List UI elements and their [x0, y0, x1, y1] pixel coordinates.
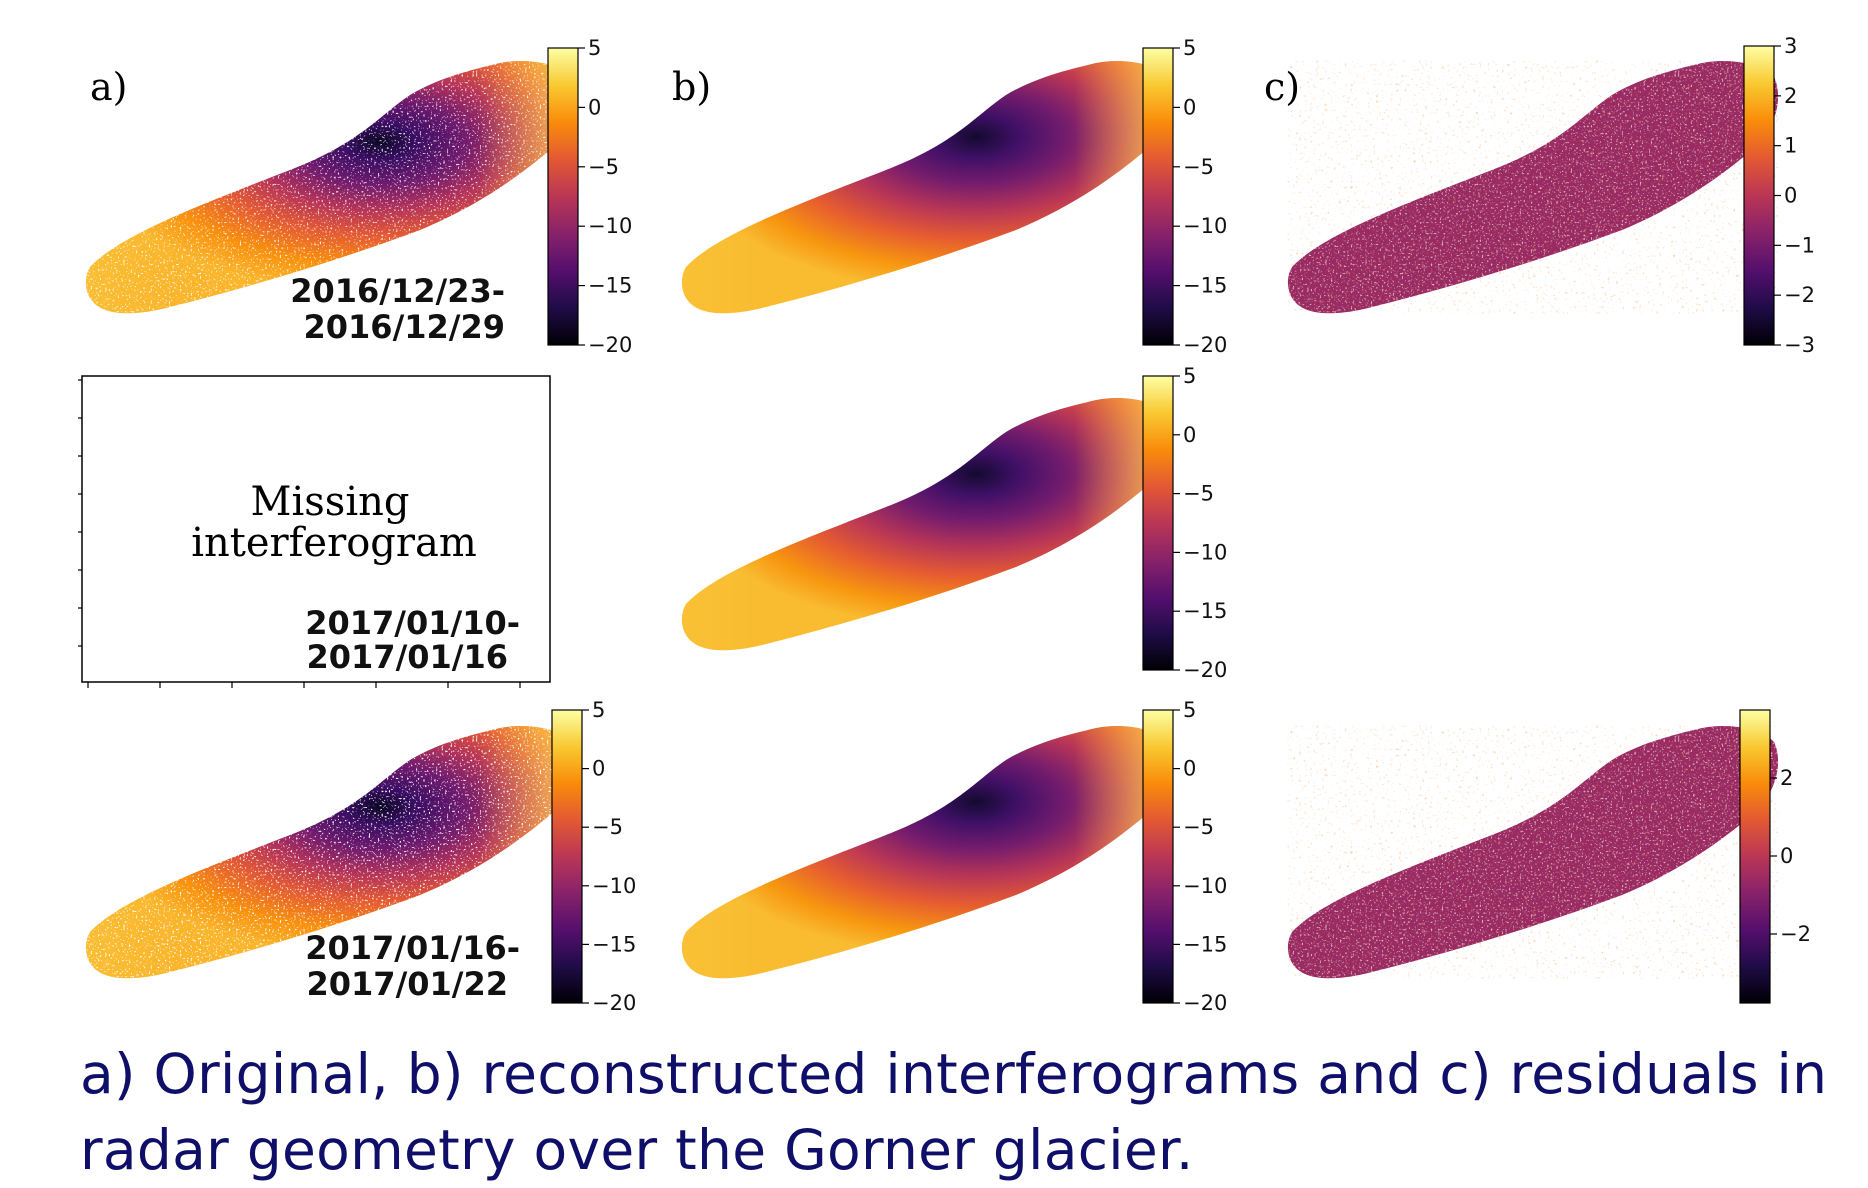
colorbar-tick-label: −10: [1183, 874, 1227, 898]
colorbar-row1-a: 5 0 −5 −10 −15 −20: [547, 36, 632, 357]
colorbar-tick-label: −15: [1183, 932, 1227, 956]
colorbar-tick-label: −15: [592, 932, 636, 956]
colorbar-gradient: [1142, 709, 1174, 1004]
colorbar-tick-label: 5: [588, 36, 601, 60]
panel-label-c: c): [1264, 65, 1300, 109]
colorbar-tick-label: 0: [588, 95, 601, 119]
panel-c-row3-map: [1287, 725, 1779, 979]
colorbar-tick-label: 0: [1784, 184, 1797, 208]
colorbar-tick-label: −15: [588, 274, 632, 298]
panel-label-b: b): [672, 65, 711, 109]
colorbar-tick-label: −20: [1183, 658, 1227, 682]
colorbar-row3-a: 5 0 −5 −10 −15 −20: [551, 698, 636, 1015]
panel-c-row1-map: [1287, 60, 1779, 314]
panel-b-row2-map: [681, 397, 1173, 651]
colorbar-tick-label: −5: [592, 815, 623, 839]
colorbar-tick-label: −20: [588, 333, 632, 357]
colorbar-row3-b: 5 0 −5 −10 −15 −20: [1142, 698, 1227, 1015]
colorbar-tick-label: 0: [1183, 95, 1196, 119]
colorbar-tick-label: −2: [1784, 283, 1815, 307]
colorbar-tick-label: 5: [1183, 698, 1196, 722]
colorbar-tick-label: −15: [1183, 274, 1227, 298]
colorbar-tick-label: −5: [1183, 155, 1214, 179]
colorbar-tick-label: −2: [1780, 922, 1811, 946]
colorbar-tick-label: 3: [1784, 34, 1797, 58]
colorbar-tick-label: 0: [1183, 757, 1196, 781]
colorbar-tick-label: 5: [592, 698, 605, 722]
colorbar-tick-label: −5: [588, 155, 619, 179]
colorbar-tick-label: 2: [1780, 766, 1793, 790]
date-range-row3-end: 2017/01/22: [307, 965, 509, 1003]
date-range-row2-end: 2017/01/16: [307, 638, 509, 676]
colorbar-gradient: [1743, 45, 1775, 346]
panel-label-a: a): [90, 65, 127, 109]
colorbar-tick-label: −10: [1183, 540, 1227, 564]
colorbar-tick-label: 5: [1183, 364, 1196, 388]
colorbar-tick-label: −20: [1183, 333, 1227, 357]
colorbar-gradient: [1142, 47, 1174, 346]
colorbar-gradient: [1142, 375, 1174, 671]
date-range-row1-end: 2016/12/29: [304, 308, 506, 346]
colorbar-tick-label: −10: [1183, 214, 1227, 238]
colorbar-row3-c: 2 0 −2: [1739, 709, 1811, 1004]
date-range-row3-start: 2017/01/16-: [305, 929, 520, 967]
panel-b-row3-map: [681, 725, 1173, 979]
colorbar-tick-label: −20: [1183, 991, 1227, 1015]
panel-b-row1-map: [681, 60, 1173, 314]
colorbar-tick-label: 0: [592, 757, 605, 781]
colorbar-tick-label: 0: [1183, 423, 1196, 447]
colorbar-row2-b: 5 0 −5 −10 −15 −20: [1142, 364, 1227, 682]
colorbar-tick-label: −3: [1784, 333, 1815, 357]
missing-interferogram-panel: Missing interferogram: [78, 375, 551, 688]
colorbar-row1-b: 5 0 −5 −10 −15 −20: [1142, 36, 1227, 357]
colorbar-tick-label: −10: [592, 874, 636, 898]
date-range-row2-start: 2017/01/10-: [305, 604, 520, 642]
colorbar-tick-label: 5: [1183, 36, 1196, 60]
colorbar-tick-label: −1: [1784, 233, 1815, 257]
missing-label-line1: Missing: [251, 479, 410, 525]
colorbar-tick-label: −10: [588, 214, 632, 238]
colorbar-tick-label: −5: [1183, 815, 1214, 839]
missing-label-line2: interferogram: [191, 520, 477, 566]
figure-caption: a) Original, b) reconstructed interferog…: [80, 1042, 1828, 1182]
colorbar-row1-c: 3 2 1 0 −1 −2 −3: [1743, 34, 1815, 357]
colorbar-gradient: [551, 709, 583, 1004]
colorbar-tick-label: 2: [1784, 84, 1797, 108]
colorbar-gradient: [1739, 709, 1771, 1004]
colorbar-tick-label: −5: [1183, 482, 1214, 506]
date-range-row1-start: 2016/12/23-: [290, 272, 505, 310]
colorbar-tick-label: 0: [1780, 844, 1793, 868]
colorbar-tick-label: −20: [592, 991, 636, 1015]
colorbar-gradient: [547, 47, 579, 346]
colorbar-tick-label: 1: [1784, 134, 1797, 158]
colorbar-tick-label: −15: [1183, 599, 1227, 623]
